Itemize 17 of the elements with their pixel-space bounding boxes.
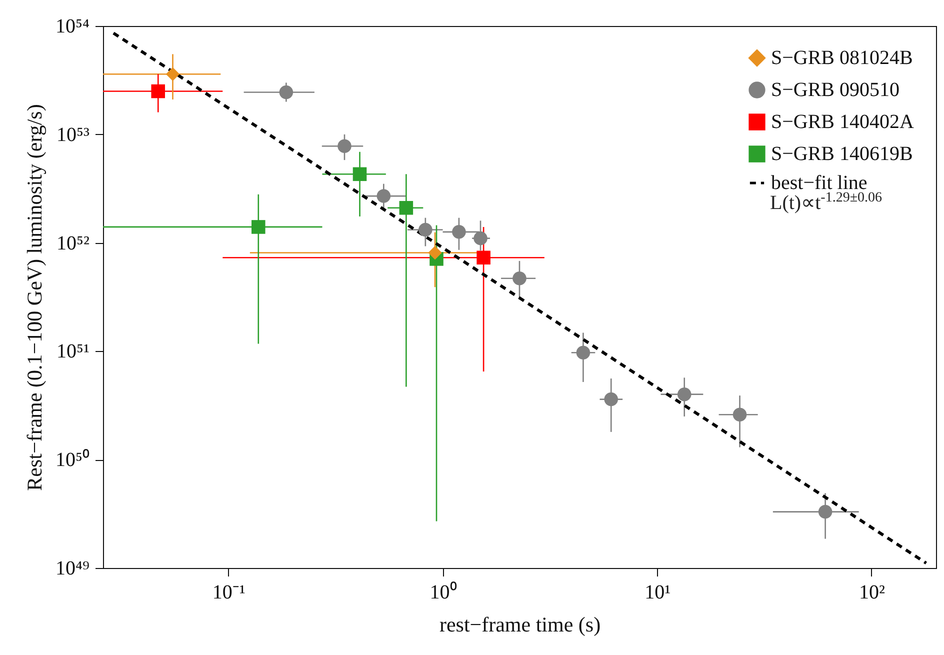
y-tick-label: 10⁴⁹ bbox=[56, 558, 90, 580]
x-tick-label: 10² bbox=[858, 582, 885, 604]
legend-label: S−GRB 090510 bbox=[771, 79, 900, 101]
x-tick-label: 10⁰ bbox=[430, 580, 457, 604]
legend-label: S−GRB 081024B bbox=[771, 47, 913, 69]
y-tick-label: 10⁵² bbox=[56, 232, 90, 254]
legend-label: S−GRB 140619B bbox=[771, 143, 913, 165]
y-tick-label: 10⁵⁰ bbox=[56, 448, 90, 472]
y-tick-label: 10⁵⁴ bbox=[56, 16, 90, 38]
annotation: L(t)∝t$^{-1.29±0.06}$ bbox=[770, 190, 882, 215]
legend-label: S−GRB 140402A bbox=[771, 111, 915, 133]
y-axis-title: Rest−frame (0.1−100 GeV) luminosity (erg/s) bbox=[22, 104, 47, 491]
x-axis-title: rest−frame time (s) bbox=[439, 612, 601, 636]
x-tick-label: 10¹ bbox=[644, 582, 671, 604]
y-tick-label: 10⁵¹ bbox=[56, 340, 90, 363]
y-tick-label: 10⁵³ bbox=[56, 124, 90, 146]
x-tick-label: 10⁻¹ bbox=[212, 582, 246, 604]
